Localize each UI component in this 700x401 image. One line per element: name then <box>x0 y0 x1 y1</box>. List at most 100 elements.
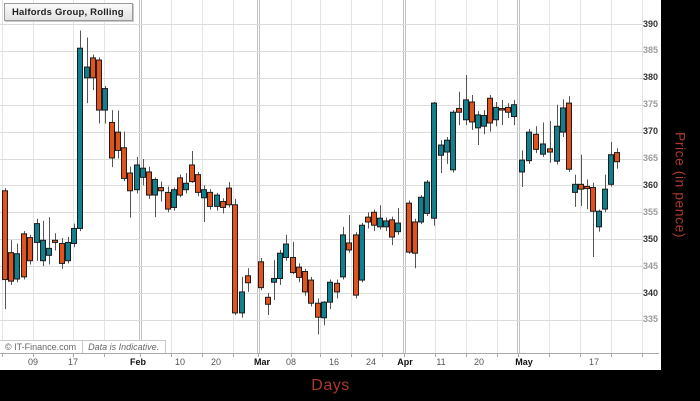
x-tick-label-month: Feb <box>129 357 146 367</box>
candle-up <box>418 196 424 223</box>
candle-up <box>152 178 158 196</box>
x-tick-label-month: Apr <box>397 357 413 367</box>
y-tick-label: 360 <box>642 179 658 190</box>
candle-up <box>271 277 277 283</box>
candle-up <box>171 189 177 208</box>
candle-down <box>308 279 314 304</box>
candle-down <box>109 121 115 159</box>
candle-up <box>431 102 437 219</box>
candle-up <box>424 181 430 214</box>
candle-down <box>127 172 133 192</box>
y-tick-label: 390 <box>642 18 658 29</box>
y-tick-label: 365 <box>642 153 658 163</box>
candle-down <box>353 234 359 296</box>
candle-down <box>226 187 232 206</box>
candle-down <box>265 296 271 305</box>
candle-up <box>77 47 83 229</box>
candle-down <box>487 97 493 124</box>
candle-down <box>371 211 377 226</box>
y-tick-label: 340 <box>642 287 658 298</box>
candle-down <box>27 237 33 262</box>
x-tick-label: 08 <box>285 357 296 367</box>
candle-up <box>444 139 450 153</box>
candle-up <box>183 182 189 191</box>
x-tick-label: 17 <box>588 357 599 367</box>
candle-down <box>296 266 302 278</box>
series-title: Halfords Group, Rolling <box>12 7 124 18</box>
x-axis-title-text: Days <box>311 376 350 394</box>
x-tick-label-month: May <box>515 357 533 367</box>
candle-up <box>395 222 401 233</box>
candle-up <box>602 188 608 210</box>
candle-down <box>315 302 321 318</box>
x-tick-label: 17 <box>67 357 78 367</box>
footer-strip: © IT-Finance.com Data is Indicative. <box>0 340 167 353</box>
candle-down <box>290 256 296 274</box>
candle-up <box>65 241 71 262</box>
candle-up <box>84 66 90 79</box>
candle-up <box>438 144 444 156</box>
candle-up <box>359 224 365 281</box>
candle-down <box>334 282 340 293</box>
x-tick-label: 16 <box>328 357 339 367</box>
candle-down <box>499 107 505 111</box>
candle-down <box>389 219 395 238</box>
candle-down <box>165 191 171 210</box>
candle-up <box>554 125 560 162</box>
candle-up <box>608 154 614 185</box>
candle-down <box>245 275 251 284</box>
candle-down <box>189 164 195 183</box>
candle-down <box>533 133 539 150</box>
x-tick-label-month: Mar <box>253 357 270 367</box>
chart-plot-area: Halfords Group, Rolling © IT-Finance.com… <box>0 0 661 370</box>
candle-down <box>59 243 65 264</box>
candle-down <box>146 171 152 196</box>
candle-down <box>302 270 308 293</box>
x-tick-label: 11 <box>436 357 446 367</box>
candle-down <box>96 59 102 111</box>
candle-down <box>365 216 371 223</box>
copyright-label: © IT-Finance.com <box>0 340 84 353</box>
candle-up <box>214 194 220 207</box>
candle-down <box>614 152 620 163</box>
candle-up <box>572 183 578 193</box>
x-tick-label: 20 <box>473 357 484 367</box>
candle-down <box>584 185 590 190</box>
candle-down <box>232 204 238 314</box>
candle-up <box>102 88 108 111</box>
candle-down <box>258 261 264 289</box>
candle-down <box>590 187 596 212</box>
candle-up <box>134 164 140 191</box>
candle-down <box>505 106 511 113</box>
y-tick-label: 370 <box>642 126 658 137</box>
candle-down <box>469 101 475 123</box>
candle-down <box>158 187 164 192</box>
series-title-badge: Halfords Group, Rolling <box>4 3 133 21</box>
candle-down <box>406 202 412 253</box>
x-tick-label: 10 <box>174 357 185 367</box>
y-tick-label: 345 <box>642 260 658 271</box>
candle-up <box>511 104 517 118</box>
candle-up <box>450 111 456 171</box>
candle-up <box>14 253 20 280</box>
candle-up <box>239 291 245 314</box>
candle-up <box>201 189 207 199</box>
candle-up <box>46 247 52 256</box>
candle-up <box>277 252 283 279</box>
y-axis-title: Price (in pence) <box>661 0 700 370</box>
candle-down <box>2 190 8 281</box>
candle-down <box>177 177 183 196</box>
y-tick-label: 355 <box>642 206 658 217</box>
candle-up <box>596 210 602 228</box>
candle-up <box>34 223 40 243</box>
y-axis-title-text: Price (in pence) <box>672 131 689 239</box>
x-axis-title: Days <box>0 370 661 401</box>
candle-down <box>195 174 201 193</box>
candle-up <box>519 159 525 173</box>
indicative-note: Data is Indicative. <box>83 340 167 353</box>
candle-up <box>377 217 383 228</box>
candle-down <box>8 252 14 282</box>
candle-down <box>90 57 96 79</box>
candle-down <box>412 221 418 254</box>
candle-up <box>463 99 469 121</box>
